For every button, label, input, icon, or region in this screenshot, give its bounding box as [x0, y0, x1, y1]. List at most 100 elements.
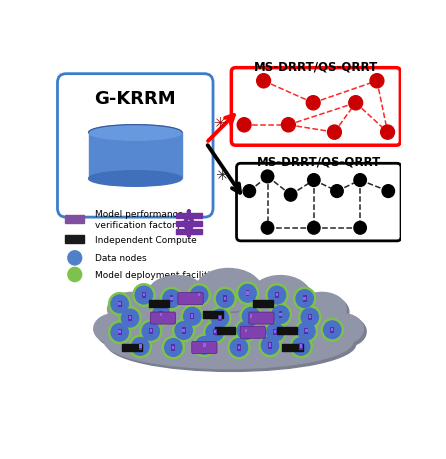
Bar — [128, 315, 132, 322]
Bar — [119, 302, 121, 306]
Bar — [303, 296, 306, 302]
Ellipse shape — [233, 303, 354, 353]
Circle shape — [68, 251, 82, 265]
Circle shape — [259, 334, 281, 357]
Circle shape — [242, 308, 260, 325]
Circle shape — [129, 336, 152, 358]
Ellipse shape — [230, 301, 351, 350]
Bar — [249, 313, 253, 320]
Circle shape — [236, 282, 259, 305]
Bar — [176, 229, 202, 234]
Circle shape — [299, 306, 321, 329]
Circle shape — [193, 334, 215, 357]
Circle shape — [382, 185, 394, 198]
Bar — [118, 330, 122, 336]
Bar — [198, 293, 200, 297]
Circle shape — [188, 284, 210, 307]
Circle shape — [237, 322, 255, 340]
Bar — [191, 315, 194, 318]
Circle shape — [281, 118, 295, 133]
Bar — [176, 221, 202, 226]
Bar — [277, 327, 297, 335]
Circle shape — [354, 222, 366, 235]
Circle shape — [264, 321, 286, 344]
Ellipse shape — [198, 272, 264, 314]
Circle shape — [327, 126, 341, 140]
Bar — [268, 342, 272, 349]
Ellipse shape — [107, 317, 356, 372]
Circle shape — [331, 185, 343, 198]
Circle shape — [206, 324, 223, 341]
Bar — [149, 300, 169, 308]
Bar — [142, 292, 146, 299]
Circle shape — [216, 290, 234, 308]
Bar — [246, 292, 249, 295]
Bar — [246, 291, 249, 297]
Bar — [118, 301, 122, 308]
Bar — [169, 296, 173, 302]
Bar — [282, 344, 302, 352]
FancyBboxPatch shape — [240, 326, 265, 339]
Ellipse shape — [251, 276, 310, 315]
Circle shape — [301, 308, 318, 326]
Bar — [278, 312, 282, 318]
Circle shape — [272, 306, 289, 324]
Circle shape — [261, 337, 279, 354]
Circle shape — [133, 284, 155, 307]
Bar — [245, 329, 247, 332]
Circle shape — [370, 74, 384, 89]
Circle shape — [111, 324, 128, 341]
Bar — [149, 328, 153, 335]
Circle shape — [109, 321, 131, 344]
Ellipse shape — [325, 317, 366, 347]
Bar — [250, 315, 252, 318]
Circle shape — [321, 319, 343, 341]
Circle shape — [161, 288, 182, 310]
Circle shape — [308, 222, 320, 235]
Bar — [203, 344, 206, 347]
Bar — [139, 345, 142, 348]
Text: ✳: ✳ — [215, 168, 228, 182]
Circle shape — [190, 286, 208, 304]
Bar — [275, 292, 279, 299]
Text: ✳: ✳ — [213, 116, 225, 131]
Circle shape — [308, 174, 320, 187]
Circle shape — [140, 320, 162, 343]
FancyBboxPatch shape — [150, 313, 176, 325]
Bar — [305, 328, 308, 335]
Circle shape — [298, 323, 315, 340]
Circle shape — [111, 296, 128, 313]
Bar — [176, 213, 202, 218]
Ellipse shape — [89, 125, 182, 141]
Bar — [149, 330, 152, 333]
Bar — [160, 313, 162, 316]
Circle shape — [267, 324, 284, 341]
Bar — [89, 133, 182, 179]
Ellipse shape — [109, 303, 230, 353]
Circle shape — [121, 309, 139, 327]
Ellipse shape — [301, 296, 349, 329]
Circle shape — [153, 306, 170, 324]
Bar — [214, 330, 216, 334]
Circle shape — [237, 118, 251, 133]
Ellipse shape — [110, 296, 159, 329]
Circle shape — [181, 305, 203, 328]
Ellipse shape — [254, 279, 313, 318]
Bar — [139, 343, 142, 350]
Circle shape — [68, 268, 82, 282]
Bar — [203, 311, 223, 319]
Bar — [299, 343, 303, 350]
Bar — [276, 293, 278, 297]
Text: Independent Compute: Independent Compute — [95, 235, 197, 244]
Text: Model performance
verification factory: Model performance verification factory — [95, 210, 184, 229]
Bar — [223, 296, 227, 302]
FancyBboxPatch shape — [249, 313, 274, 325]
Bar — [119, 330, 121, 334]
Circle shape — [295, 320, 318, 343]
Bar — [309, 315, 311, 319]
Circle shape — [132, 338, 149, 355]
FancyBboxPatch shape — [192, 341, 217, 354]
Bar — [218, 315, 222, 322]
Circle shape — [306, 96, 320, 111]
Bar — [170, 297, 173, 300]
